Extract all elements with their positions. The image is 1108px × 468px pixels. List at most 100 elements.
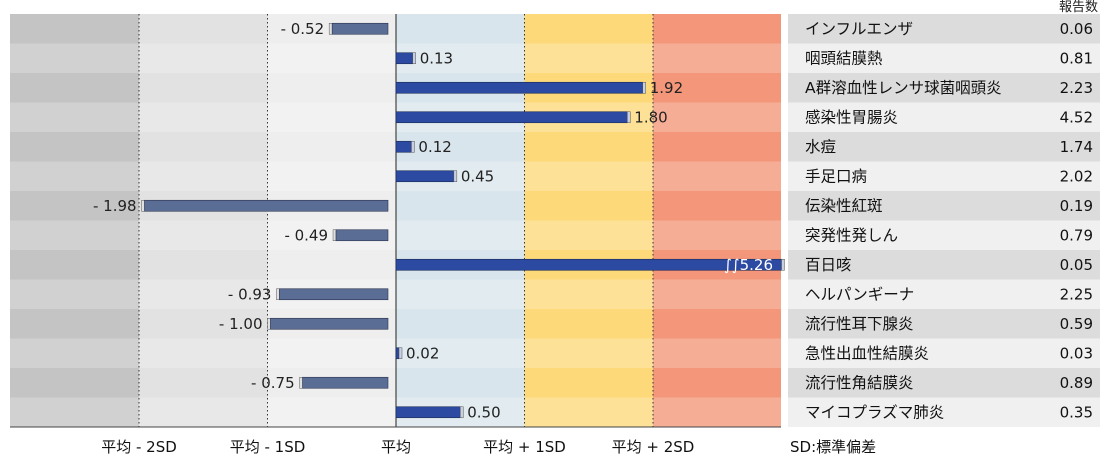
bar-value-label: - 1.00 [219,315,263,333]
report-count: 0.79 [1060,226,1093,244]
zone-band [267,43,396,73]
report-count: 4.52 [1060,108,1093,126]
zone-band [524,43,653,73]
bar-value-label: - 0.49 [284,226,328,244]
zone-band [10,102,139,132]
bar-end-cap [332,229,337,241]
zone-band [524,309,653,339]
zone-band [524,338,653,368]
zone-band [653,191,781,221]
zone-band [139,250,268,280]
zone-band [10,309,139,339]
category-label: 伝染性紅斑 [805,197,883,215]
zone-band [396,279,525,309]
bar-value-label: 0.02 [406,344,439,362]
bar-end-cap [398,347,403,359]
bar-value-label: 0.13 [420,49,453,67]
table-row-bg [788,250,1100,280]
bar-value-label: - 0.75 [251,374,295,392]
table-row-bg [788,397,1100,427]
zone-band [10,191,139,221]
table-row-bg [788,102,1100,132]
zone-band [524,220,653,250]
category-label: 急性出血性結膜炎 [805,344,929,362]
zone-band [267,102,396,132]
zone-band [396,220,525,250]
zone-band [139,43,268,73]
report-count: 2.23 [1060,79,1093,97]
bar-end-cap [141,200,145,212]
bar-value-label: - 1.98 [93,197,137,215]
zone-band [524,161,653,191]
report-count: 0.59 [1060,315,1093,333]
zone-band [396,14,525,44]
zone-band [653,43,781,73]
sd-note: SD:標準偏差 [790,438,876,456]
zone-band [10,161,139,191]
report-count: 0.05 [1060,256,1093,274]
zone-band [139,132,268,162]
zone-band [267,338,396,368]
zone-band [396,309,525,339]
bar-value-label: 1.92 [650,79,683,97]
category-label: ヘルパンギーナ [805,285,914,303]
zone-band [10,368,139,398]
zone-band [139,14,268,44]
bar-end-cap [299,377,303,389]
bar-end-cap [453,170,458,182]
zone-band [524,279,653,309]
bar-value-label: 0.50 [467,403,500,421]
category-label: インフルエンザ [805,20,913,38]
report-count: 0.35 [1060,403,1093,421]
report-count: 1.74 [1060,138,1093,156]
zone-band [653,338,781,368]
bar [395,140,412,153]
x-tick-label: 平均 + 1SD [483,438,566,456]
report-count: 2.02 [1060,167,1093,185]
table-row-bg [788,14,1100,44]
bar [395,52,414,65]
x-tick-label: 平均 [381,438,411,456]
zone-band [10,132,139,162]
bar-end-cap [411,141,415,153]
zone-band [139,161,268,191]
zone-band [396,338,525,368]
table-row-bg [788,161,1100,191]
zone-band [10,279,139,309]
bar [270,317,389,330]
zone-band [139,397,268,427]
bar-value-label: - 0.93 [228,285,272,303]
zone-band [524,368,653,398]
zone-band [653,73,781,103]
zone-band [396,191,525,221]
table-row-bg [788,338,1100,368]
zone-band [139,220,268,250]
zone-band [653,220,781,250]
zone-band [267,250,396,280]
bar-end-cap [276,288,280,300]
bar-value-label: 0.45 [461,167,494,185]
bar [279,288,389,301]
report-count: 0.81 [1060,49,1093,67]
zone-band [139,309,268,339]
bar-end-cap [627,111,631,123]
x-tick-label: 平均 - 2SD [101,438,177,456]
category-label: 突発性発しん [805,226,898,244]
category-label: 感染性胃腸炎 [805,108,898,126]
bar-end-cap [328,23,333,35]
table-header-count: 報告数 [1058,0,1098,15]
report-count: 0.03 [1060,344,1093,362]
report-count: 0.89 [1060,374,1093,392]
zone-band [396,43,525,73]
report-count: 0.06 [1060,20,1093,38]
zone-band [396,132,525,162]
zone-band [396,368,525,398]
x-tick-label: 平均 + 2SD [612,438,695,456]
bar [395,111,628,124]
category-label: 咽頭結膜熱 [805,49,883,67]
zone-band [139,368,268,398]
zone-band [653,279,781,309]
zone-band [139,279,268,309]
table-row-bg [788,73,1100,103]
